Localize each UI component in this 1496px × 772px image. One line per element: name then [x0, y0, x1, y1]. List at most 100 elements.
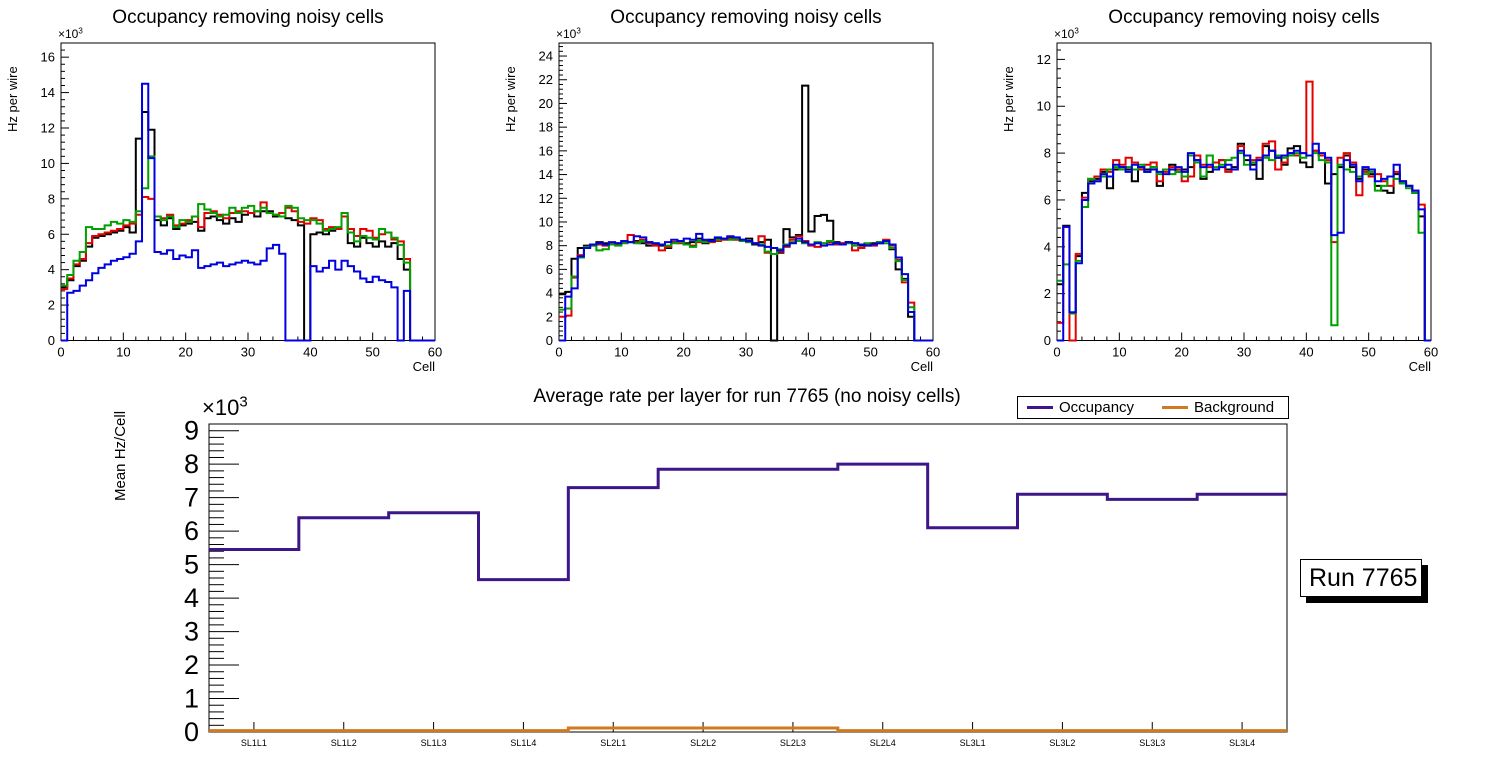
- legend-entry-occupancy: Occupancy: [1018, 397, 1153, 418]
- x-category-label: SL2L2: [690, 738, 716, 748]
- step-line-occupancy: [209, 462, 1287, 582]
- y-tick-label: 10: [539, 214, 553, 229]
- x-category-label: SL2L1: [600, 738, 626, 748]
- y-axis-title: Hz per wire: [1001, 66, 1016, 132]
- occupancy-histogram-panel-1: Occupancy removing noisy cells Hz per wi…: [5, 7, 443, 374]
- y-tick-label: 12: [539, 191, 553, 206]
- y-tick-label: 20: [539, 96, 553, 111]
- histogram-series-red: [1057, 80, 1431, 342]
- y-tick-label: 2: [1044, 286, 1051, 301]
- histogram-series-blue: [559, 232, 933, 342]
- y-tick-label: 4: [48, 262, 55, 277]
- panel-title: Occupancy removing noisy cells: [610, 7, 881, 28]
- x-tick-label: 20: [1174, 345, 1188, 360]
- legend-label-background: Background: [1194, 399, 1275, 416]
- y-tick-label: 4: [546, 286, 553, 301]
- y-tick-label: 2: [184, 650, 199, 680]
- y-tick-label: 24: [539, 49, 553, 64]
- x-tick-label: 30: [1237, 345, 1251, 360]
- x-category-label: SL1L1: [241, 738, 267, 748]
- y-axis-title: Hz per wire: [5, 66, 20, 132]
- y-tick-label: 0: [48, 333, 55, 348]
- panel-title: Average rate per layer for run 7765 (no …: [533, 386, 960, 407]
- occupancy-line-swatch: [1027, 406, 1053, 409]
- x-category-label: SL2L4: [870, 738, 896, 748]
- y-tick-label: 0: [1044, 333, 1051, 348]
- x-tick-label: 20: [676, 345, 690, 360]
- y-tick-label: 9: [184, 416, 199, 446]
- y-tick-label: 2: [546, 309, 553, 324]
- y-tick-label: 6: [1044, 192, 1051, 207]
- run-label-box: Run 7765: [1300, 559, 1422, 597]
- y-axis-title: Mean Hz/Cell: [112, 411, 129, 501]
- axis-scale-label: ×103: [1054, 26, 1079, 41]
- x-category-label: SL2L3: [780, 738, 806, 748]
- x-tick-label: 30: [739, 345, 753, 360]
- step-line-background: [209, 726, 1287, 733]
- y-tick-label: 0: [546, 333, 553, 348]
- x-category-label: SL1L2: [331, 738, 357, 748]
- x-tick-label: 40: [303, 345, 317, 360]
- histogram-series-blue: [61, 82, 435, 342]
- plot-frame: [558, 42, 934, 341]
- legend: Occupancy Background: [1017, 396, 1289, 419]
- histogram-series-black: [61, 111, 435, 342]
- plot-area: 0 2 4 6 8 10 12 14 16 0 10 20 30 40 50 60 ×103: [41, 26, 443, 359]
- x-tick-label: 0: [57, 345, 64, 360]
- y-tick-label: 8: [546, 238, 553, 253]
- histogram-series-blue: [1057, 142, 1431, 342]
- histogram-series-black: [559, 84, 933, 342]
- average-rate-panel: Average rate per layer for run 7765 (no …: [112, 386, 1288, 748]
- plot-frame: [60, 42, 436, 341]
- y-tick-label: 8: [48, 191, 55, 206]
- y-tick-label: 4: [184, 583, 199, 613]
- histogram-series-green: [61, 155, 435, 342]
- histogram-series-green: [1057, 152, 1431, 342]
- panel-title: Occupancy removing noisy cells: [1108, 7, 1379, 28]
- x-tick-label: 50: [863, 345, 877, 360]
- y-tick-label: 7: [184, 483, 199, 513]
- run-label-text: Run 7765: [1309, 563, 1418, 592]
- y-tick-label: 22: [539, 72, 553, 87]
- x-axis-title: Cell: [413, 359, 436, 374]
- background-line-swatch: [1162, 406, 1188, 409]
- y-tick-label: 12: [1037, 52, 1051, 67]
- y-tick-label: 16: [539, 143, 553, 158]
- legend-entry-background: Background: [1153, 397, 1288, 418]
- x-tick-label: 40: [801, 345, 815, 360]
- y-axis-title: Hz per wire: [503, 66, 518, 132]
- y-tick-label: 10: [41, 156, 55, 171]
- x-category-label: SL3L2: [1049, 738, 1075, 748]
- x-axis-title: Cell: [1409, 359, 1432, 374]
- plot-area: 0 2 4 6 8 10 12 0 10 20 30 40 50 60 ×103: [1037, 26, 1439, 359]
- y-tick-label: 0: [184, 717, 199, 747]
- histogram-series-red: [61, 196, 435, 342]
- histogram-series-red: [559, 234, 933, 342]
- legend-label-occupancy: Occupancy: [1059, 399, 1135, 416]
- plot-area: 01 23 45 67 89 SL1L1 SL1L2 SL1L3 SL1L4 SL2L1 SL2L2…: [184, 394, 1288, 748]
- y-tick-label: 5: [184, 550, 199, 580]
- x-tick-label: 20: [178, 345, 192, 360]
- y-tick-label: 14: [539, 167, 553, 182]
- axis-scale-label: ×103: [556, 26, 581, 41]
- x-category-label: SL3L3: [1139, 738, 1165, 748]
- y-tick-label: 6: [184, 516, 199, 546]
- y-tick-label: 8: [1044, 146, 1051, 161]
- y-tick-label: 12: [41, 121, 55, 136]
- y-tick-label: 1: [184, 684, 199, 714]
- x-category-label: SL1L4: [510, 738, 536, 748]
- x-tick-label: 10: [116, 345, 130, 360]
- x-tick-label: 50: [1361, 345, 1375, 360]
- x-tick-label: 50: [365, 345, 379, 360]
- y-tick-label: 18: [539, 120, 553, 135]
- x-tick-label: 40: [1299, 345, 1313, 360]
- y-tick-label: 10: [1037, 99, 1051, 114]
- x-category-label: SL3L1: [960, 738, 986, 748]
- x-tick-label: 60: [1424, 345, 1438, 360]
- plot-frame: [1056, 42, 1432, 341]
- y-tick-label: 16: [41, 50, 55, 65]
- y-tick-label: 6: [48, 227, 55, 242]
- axis-scale-label: ×103: [58, 26, 83, 41]
